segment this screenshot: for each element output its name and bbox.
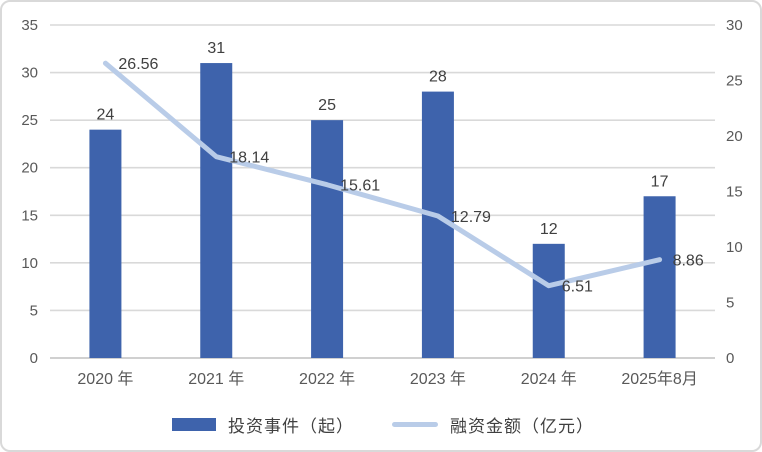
bar-data-label: 12	[540, 221, 558, 238]
category-label: 2025年8月	[621, 370, 698, 388]
right-axis-tick-label: 15	[726, 184, 743, 201]
category-label: 2022 年	[299, 370, 355, 388]
line-data-label: 12.79	[451, 209, 491, 226]
right-axis-tick-label: 0	[726, 350, 734, 367]
right-axis-tick-label: 25	[726, 73, 743, 90]
legend-item-line-series: 融资金额（亿元）	[392, 412, 594, 437]
left-axis-tick-label: 25	[21, 112, 38, 129]
bar	[311, 120, 344, 359]
left-axis-tick-label: 30	[21, 65, 38, 82]
bar-data-label: 25	[318, 97, 336, 114]
left-axis-tick-label: 20	[21, 160, 38, 177]
left-axis-tick-label: 10	[21, 255, 38, 272]
right-axis-tick-label: 10	[726, 239, 743, 256]
right-axis-tick-label: 5	[726, 295, 734, 312]
line-data-label: 6.51	[562, 279, 593, 296]
legend-item-bar-series: 投资事件（起）	[172, 412, 354, 437]
right-axis-tick-label: 30	[726, 17, 743, 34]
left-axis-tick-label: 5	[30, 302, 38, 319]
right-axis-tick-label: 20	[726, 128, 743, 145]
chart-legend: 投资事件（起） 融资金额（亿元）	[2, 402, 760, 446]
bar	[89, 129, 122, 358]
bar-data-label: 17	[651, 173, 669, 190]
bar-data-label: 24	[97, 107, 115, 124]
bar-data-label: 28	[429, 69, 447, 86]
category-label: 2023 年	[410, 370, 466, 388]
bar-series-swatch-icon	[172, 417, 216, 431]
category-label: 2021 年	[188, 370, 244, 388]
bar-data-label: 31	[207, 40, 225, 57]
line-series-swatch-icon	[392, 421, 438, 427]
bar	[532, 243, 565, 358]
chart-svg: 0 5 10 15 20 25 30 35 0 5 10 15 20 25 30 2020 年 2021 年 20…	[21, 17, 743, 388]
bar-series-legend-label: 投资事件（起）	[228, 416, 354, 436]
bar	[200, 63, 233, 359]
line-data-label: 26.56	[118, 56, 158, 73]
line-data-label: 8.86	[673, 253, 704, 270]
line-series-path	[102, 60, 663, 289]
line-series-legend-label: 融资金额（亿元）	[450, 416, 594, 436]
chart-plot-area: 0 5 10 15 20 25 30 35 0 5 10 15 20 25 30 2020 年 2021 年 20…	[2, 2, 760, 397]
category-label: 2024 年	[521, 370, 577, 388]
line-data-label: 18.14	[229, 150, 269, 167]
bar	[643, 196, 676, 358]
left-axis-tick-label: 35	[21, 17, 38, 34]
left-axis-tick-label: 15	[21, 207, 38, 224]
line-data-label: 15.61	[340, 178, 380, 195]
category-label: 2020 年	[77, 370, 133, 388]
left-axis-tick-label: 0	[30, 350, 38, 367]
